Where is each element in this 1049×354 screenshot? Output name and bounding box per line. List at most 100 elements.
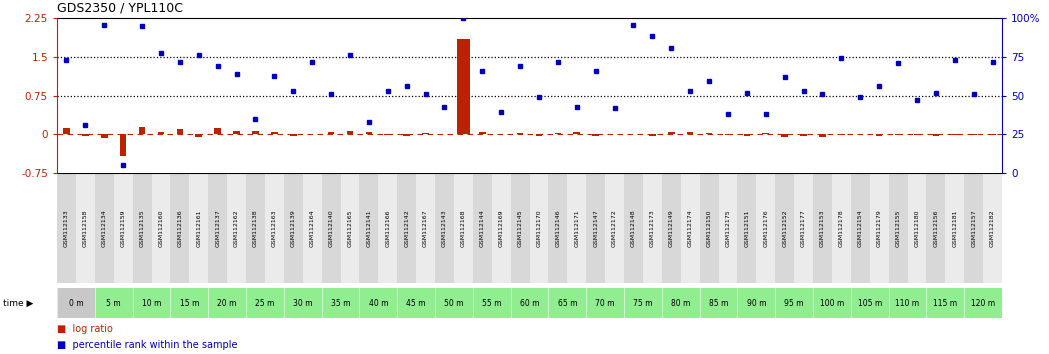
Text: GSM112145: GSM112145 (517, 209, 522, 247)
Text: ■  percentile rank within the sample: ■ percentile rank within the sample (57, 340, 237, 350)
Bar (284, 288, 322, 318)
Text: 45 m: 45 m (406, 298, 426, 308)
Text: 90 m: 90 m (747, 298, 766, 308)
Text: GSM112162: GSM112162 (234, 209, 239, 247)
Bar (800, 134, 807, 136)
Bar (233, 131, 240, 134)
Text: GSM112139: GSM112139 (291, 209, 296, 247)
Text: GSM112155: GSM112155 (896, 209, 900, 247)
Bar (819, 134, 826, 137)
Text: GSM112153: GSM112153 (820, 209, 825, 247)
Text: 40 m: 40 m (368, 298, 388, 308)
Bar (456, 39, 470, 134)
Text: 55 m: 55 m (481, 298, 501, 308)
Bar (737, 288, 775, 318)
Text: GSM112181: GSM112181 (952, 209, 958, 247)
Bar (549, 288, 586, 318)
Bar (813, 173, 832, 283)
Bar (132, 288, 170, 318)
Text: GSM112179: GSM112179 (877, 209, 881, 247)
Bar (889, 173, 907, 283)
Text: GSM112152: GSM112152 (783, 209, 787, 247)
Bar (360, 288, 398, 318)
Text: 10 m: 10 m (142, 298, 162, 308)
Bar (668, 132, 675, 134)
Text: GSM112164: GSM112164 (309, 209, 315, 247)
Bar (346, 131, 354, 134)
Text: GSM112161: GSM112161 (196, 209, 201, 247)
Bar (94, 173, 113, 283)
Text: GSM112167: GSM112167 (423, 209, 428, 247)
Text: GSM112142: GSM112142 (404, 209, 409, 247)
Bar (290, 134, 297, 136)
Text: GSM112168: GSM112168 (461, 209, 466, 247)
Text: GSM112173: GSM112173 (649, 209, 655, 247)
Bar (435, 288, 473, 318)
Bar (384, 134, 391, 135)
Bar (322, 288, 360, 318)
Bar (756, 173, 775, 283)
Bar (662, 173, 681, 283)
Text: GSM112135: GSM112135 (140, 209, 145, 247)
Bar (895, 134, 901, 135)
Bar (101, 134, 108, 138)
Text: 75 m: 75 m (634, 298, 652, 308)
Text: 0 m: 0 m (68, 298, 83, 308)
Text: 50 m: 50 m (444, 298, 464, 308)
Text: GSM112136: GSM112136 (177, 209, 183, 247)
Bar (511, 288, 549, 318)
Text: GSM112157: GSM112157 (971, 209, 977, 247)
Text: GSM112146: GSM112146 (555, 209, 560, 247)
Bar (138, 127, 146, 134)
Text: GSM112143: GSM112143 (442, 209, 447, 247)
Text: GSM112166: GSM112166 (385, 209, 390, 247)
Bar (586, 173, 605, 283)
Bar (63, 128, 69, 134)
Bar (322, 173, 341, 283)
Text: GDS2350 / YPL110C: GDS2350 / YPL110C (57, 1, 183, 15)
Text: 95 m: 95 m (785, 298, 804, 308)
Bar (511, 173, 530, 283)
Bar (454, 173, 473, 283)
Bar (700, 173, 719, 283)
Bar (983, 173, 1002, 283)
Bar (157, 132, 165, 134)
Bar (568, 173, 586, 283)
Text: GSM112147: GSM112147 (593, 209, 598, 247)
Bar (719, 173, 737, 283)
Bar (706, 133, 712, 134)
Bar (964, 173, 983, 283)
Bar (687, 132, 693, 134)
Text: GSM112138: GSM112138 (253, 209, 258, 247)
Text: GSM112169: GSM112169 (498, 209, 504, 247)
Text: time ▶: time ▶ (3, 298, 34, 308)
Bar (989, 134, 996, 135)
Bar (57, 173, 76, 283)
Bar (725, 134, 731, 135)
Bar (473, 173, 492, 283)
Bar (57, 288, 94, 318)
Bar (214, 127, 221, 134)
Text: 70 m: 70 m (596, 298, 615, 308)
Text: GSM112148: GSM112148 (630, 209, 636, 247)
Bar (851, 288, 889, 318)
Bar (889, 288, 926, 318)
Text: GSM112178: GSM112178 (839, 209, 843, 247)
Text: 30 m: 30 m (293, 298, 313, 308)
Bar (247, 288, 284, 318)
Text: GSM112140: GSM112140 (328, 209, 334, 247)
Bar (208, 288, 247, 318)
Bar (593, 134, 599, 136)
Text: GSM112141: GSM112141 (366, 209, 371, 247)
Bar (624, 288, 662, 318)
Text: 5 m: 5 m (106, 298, 121, 308)
Bar (914, 134, 920, 135)
Bar (82, 134, 89, 136)
Text: 20 m: 20 m (217, 298, 237, 308)
Text: GSM112159: GSM112159 (121, 209, 126, 247)
Text: 25 m: 25 m (255, 298, 275, 308)
Text: 15 m: 15 m (179, 298, 199, 308)
Text: GSM112170: GSM112170 (536, 209, 541, 247)
Text: 100 m: 100 m (819, 298, 844, 308)
Text: GSM112174: GSM112174 (688, 209, 692, 247)
